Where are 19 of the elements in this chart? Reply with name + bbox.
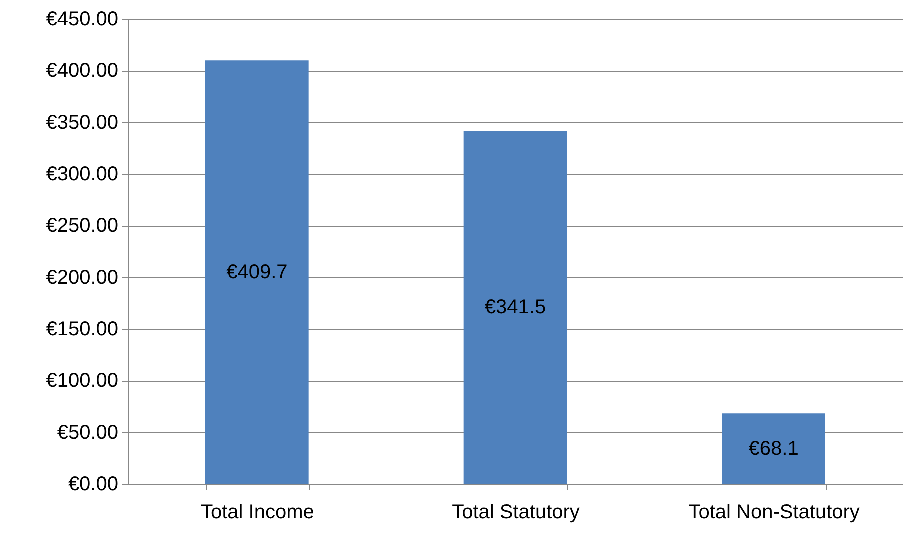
data-label: €341.5: [484, 296, 546, 319]
y-tick-label: €350.00: [46, 112, 118, 134]
y-tick-label: €250.00: [46, 215, 118, 238]
y-tick-label: €50.00: [57, 422, 118, 444]
bar: [464, 131, 568, 484]
x-tick-label: Total Income: [200, 502, 314, 524]
bar: [206, 60, 309, 484]
y-tick-label: €100.00: [46, 370, 118, 392]
y-tick-label: €150.00: [46, 318, 118, 340]
bar: [722, 414, 826, 484]
x-tick-label: Total Non-Statutory: [688, 502, 860, 524]
data-label: €409.7: [226, 261, 288, 284]
y-tick-label: €0.00: [68, 474, 118, 496]
data-label: €68.1: [748, 438, 799, 460]
y-tick-label: €450.00: [46, 8, 118, 30]
y-tick-label: €400.00: [46, 60, 118, 82]
y-tick-label: €300.00: [46, 164, 118, 186]
x-tick-label: Total Statutory: [452, 502, 580, 524]
y-tick-label: €200.00: [46, 266, 118, 289]
